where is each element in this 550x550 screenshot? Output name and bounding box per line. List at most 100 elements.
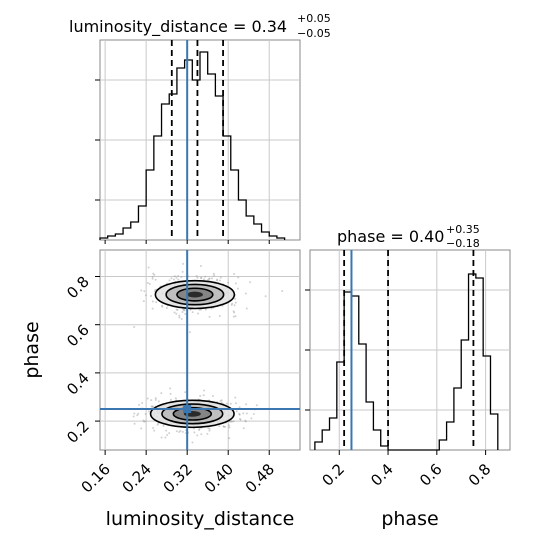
sample-point (162, 424, 165, 427)
sample-point (148, 282, 151, 285)
sample-point (150, 399, 153, 402)
sample-point (222, 425, 225, 428)
sample-point (200, 276, 203, 279)
sample-point (216, 278, 219, 281)
sample-point (168, 432, 171, 435)
sample-point (211, 394, 214, 397)
sample-point (234, 396, 237, 399)
sample-point (199, 395, 202, 398)
x-tick-label-phase: 0.4 (367, 460, 397, 490)
x-axis-label-phase: phase (381, 508, 438, 530)
contour-line (154, 279, 236, 310)
x-tick-label-luminosity-distance: 0.32 (160, 460, 196, 496)
sample-point (175, 312, 178, 315)
sample-point (207, 278, 210, 281)
sample-point (175, 430, 178, 433)
sample-point (238, 406, 241, 409)
sample-point (245, 307, 248, 310)
sample-point (164, 436, 167, 439)
sample-point (208, 315, 211, 318)
sample-point (228, 426, 231, 429)
sample-point (198, 429, 201, 432)
sample-point (220, 399, 223, 402)
sample-point (177, 274, 180, 277)
sample-point (234, 315, 237, 318)
sample-point (244, 292, 247, 295)
sample-point (172, 278, 175, 281)
sample-point (152, 272, 155, 275)
y-tick-label-phase: 0.6 (63, 321, 93, 351)
sample-point (208, 277, 211, 280)
x-tick-label-phase: 0.6 (416, 460, 446, 490)
sample-point (141, 401, 144, 404)
sample-point (178, 431, 181, 434)
sample-point (170, 277, 173, 280)
sample-point (218, 279, 221, 282)
contour-line (165, 283, 225, 306)
sample-point (229, 402, 232, 405)
sample-point (161, 304, 164, 307)
sample-point (178, 314, 181, 317)
sample-point (177, 278, 180, 281)
joint-density-panel (99, 249, 301, 451)
sample-point (255, 404, 258, 407)
sample-point (183, 309, 186, 312)
title-luminosity-distance: luminosity_distance = 0.34 (69, 17, 287, 37)
sample-point (169, 387, 172, 390)
sample-point (175, 276, 178, 279)
sample-point (144, 294, 147, 297)
density-core (186, 291, 203, 298)
sample-point (252, 413, 255, 416)
sample-point (180, 276, 183, 279)
sample-point (242, 427, 245, 430)
sample-point (148, 410, 151, 413)
histogram-phase (305, 250, 510, 451)
sample-point (218, 425, 221, 428)
sample-point (236, 287, 239, 290)
sample-point (250, 417, 253, 420)
sample-point (228, 437, 231, 440)
joint-density-luminosity-distance-phase (100, 250, 300, 450)
sample-point (233, 273, 236, 276)
sample-point (147, 266, 150, 269)
sample-point (264, 295, 267, 298)
sample-point (176, 308, 179, 311)
sample-point (142, 300, 145, 303)
x-tick-label-luminosity-distance: 0.24 (119, 460, 155, 496)
sample-point (233, 304, 236, 307)
sample-point (228, 424, 231, 427)
sample-point (157, 400, 160, 403)
sample-point (173, 311, 176, 314)
sample-point (181, 311, 184, 314)
sample-point (281, 289, 284, 292)
sample-point (232, 420, 235, 423)
sample-point (144, 420, 147, 423)
histogram-step-line (314, 273, 499, 451)
sample-point (234, 282, 237, 285)
sample-point (146, 397, 149, 400)
sample-point (193, 431, 196, 434)
sample-point (154, 398, 157, 401)
sample-point (228, 420, 231, 423)
x-tick-label-phase: 0.8 (465, 460, 495, 490)
sample-point (204, 275, 207, 278)
sample-point (140, 289, 143, 292)
sample-point (235, 410, 238, 413)
sample-point (234, 301, 237, 304)
sample-point (168, 279, 171, 282)
sample-point (197, 312, 200, 315)
sample-point (173, 275, 176, 278)
sample-point (174, 397, 177, 400)
sample-point (156, 423, 159, 426)
sample-point (165, 429, 168, 432)
sample-point (249, 281, 252, 284)
sample-point (238, 413, 241, 416)
sample-point (202, 278, 205, 281)
sample-point (233, 311, 236, 314)
sample-point (206, 432, 209, 435)
sample-point (143, 420, 146, 423)
sample-point (191, 441, 194, 444)
y-tick-label-phase: 0.4 (63, 369, 93, 399)
histogram-step-line (99, 51, 286, 240)
